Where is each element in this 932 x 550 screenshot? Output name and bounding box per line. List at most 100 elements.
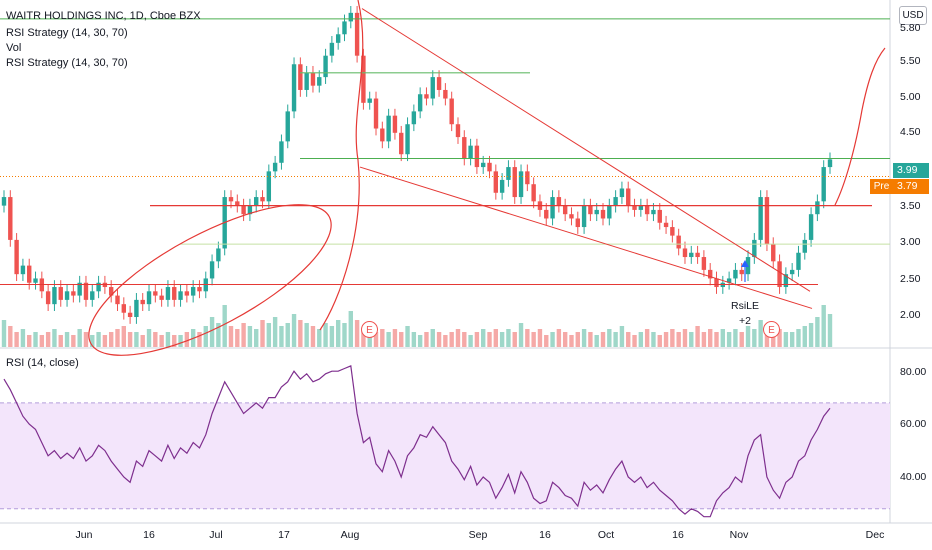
candle-body [638, 205, 644, 210]
candle-body [342, 21, 347, 35]
strategy-legend-1[interactable]: RSI Strategy (14, 30, 70) [6, 27, 128, 39]
candle-body [1, 197, 7, 206]
price-axis-label: 3.00 [900, 236, 921, 248]
price-axis-label: 5.50 [900, 55, 921, 67]
volume-bar [531, 332, 536, 347]
volume-bar [714, 332, 719, 347]
volume-bar [45, 332, 51, 347]
candle-body [64, 291, 70, 300]
candle-body [783, 274, 789, 288]
volume-bar [184, 332, 190, 347]
volume-bar [146, 329, 152, 347]
time-axis-label: Nov [729, 529, 749, 541]
volume-bar [689, 332, 694, 347]
volume-bar [789, 332, 795, 347]
volume-bar [758, 320, 763, 347]
volume-bar [399, 332, 404, 347]
volume-bar [178, 335, 183, 347]
candle-body [260, 197, 265, 202]
volume-bar [733, 329, 738, 347]
candle-body [575, 218, 580, 228]
strategy-legend-2[interactable]: RSI Strategy (14, 30, 70) [6, 57, 128, 69]
candle-body [134, 299, 139, 318]
volume-bar [298, 320, 303, 347]
candle-body [373, 98, 379, 129]
candle-body [487, 162, 492, 172]
candle-body [20, 265, 26, 275]
volume-bar [506, 329, 511, 347]
candle-body [600, 209, 606, 219]
volume-bar [449, 332, 454, 347]
volume-bar [77, 329, 82, 347]
candle-body [405, 124, 410, 155]
volume-bar [272, 317, 278, 347]
volume-bar [222, 305, 227, 347]
candle-body [789, 269, 795, 275]
volume-bar [468, 335, 473, 347]
volume-bar [436, 332, 442, 347]
volume-bar [71, 335, 76, 347]
candle-body [676, 235, 681, 249]
candle-body [424, 94, 429, 99]
candle-body [8, 197, 13, 240]
volume-bar [588, 332, 593, 347]
volume-bar [121, 326, 127, 347]
symbol-title[interactable]: WAITR HOLDINGS INC, 1D, Cboe BZX [6, 10, 201, 22]
volume-bar [821, 305, 826, 347]
volume-bar [417, 335, 423, 347]
candle-body [651, 209, 656, 215]
candle-body [329, 42, 335, 56]
volume-bar [260, 320, 265, 347]
volume-bar [752, 329, 757, 347]
volume-bar [657, 335, 662, 347]
candle-body [815, 201, 820, 215]
candle-body [771, 244, 776, 262]
rsi-pane-title[interactable]: RSI (14, close) [6, 357, 79, 369]
rsi-axis-label: 40.00 [900, 471, 927, 483]
candle-body [607, 205, 612, 219]
volume-bar [354, 320, 360, 347]
volume-bar [701, 332, 707, 347]
candle-body [764, 197, 770, 245]
volume-bar [115, 329, 120, 347]
volume-bar [726, 332, 732, 347]
freehand-projection [834, 47, 886, 206]
rsi-band [0, 402, 890, 509]
candle-body [562, 205, 568, 215]
earnings-marker[interactable]: E [361, 321, 378, 338]
volume-bar [405, 326, 410, 347]
candle-body [71, 291, 76, 296]
volume-bar [386, 332, 391, 347]
candle-body [317, 77, 322, 86]
volume-bar [796, 329, 801, 347]
volume-bar [291, 314, 297, 347]
volume-bar [462, 332, 467, 347]
volume-bar [562, 332, 568, 347]
volume-legend[interactable]: Vol [6, 42, 22, 54]
candle-body [159, 295, 164, 300]
earnings-marker[interactable]: E [763, 321, 780, 338]
candle-body [758, 197, 763, 240]
candle-body [146, 291, 152, 305]
candle-body [827, 159, 833, 168]
volume-bar [172, 335, 177, 347]
candle-body [569, 214, 574, 219]
volume-bar [380, 329, 385, 347]
volume-bar [474, 332, 480, 347]
time-axis-label: Oct [597, 529, 615, 541]
volume-bar [632, 335, 637, 347]
candle-body [58, 287, 63, 300]
volume-bar [777, 329, 782, 347]
volume-bar [52, 329, 57, 347]
volume-bar [285, 323, 290, 347]
candle-body [165, 287, 171, 300]
volume-bar [96, 332, 101, 347]
rsi-long-entry-label[interactable]: RsiLE [730, 300, 759, 312]
time-axis-label: 16 [539, 529, 551, 541]
volume-bar [695, 326, 700, 347]
currency-button[interactable]: USD [899, 6, 927, 25]
volume-bar [537, 329, 543, 347]
candle-body [481, 162, 486, 168]
candle-body [140, 299, 145, 305]
